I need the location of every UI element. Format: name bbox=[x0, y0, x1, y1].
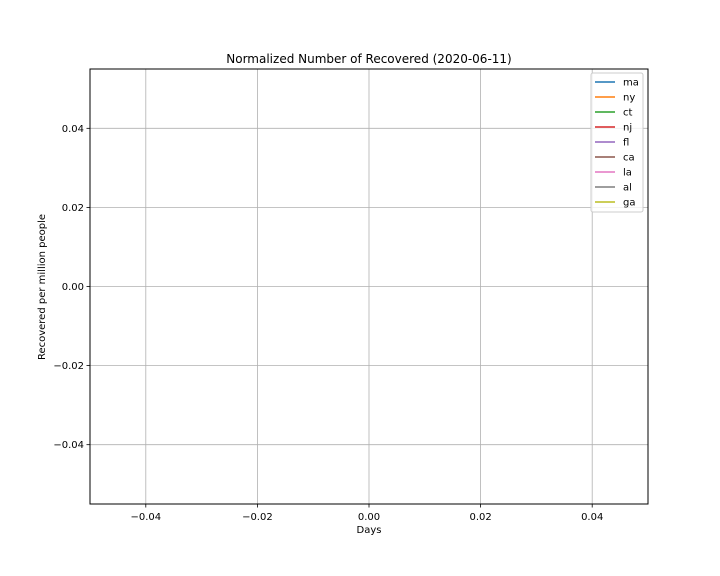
legend-label-ny: ny bbox=[623, 93, 635, 104]
y-tick-label: 0.04 bbox=[62, 124, 84, 135]
y-axis: −0.04 −0.02 0.00 0.02 0.04 bbox=[53, 124, 90, 451]
legend-box bbox=[590, 72, 644, 213]
x-tick-label: −0.02 bbox=[242, 512, 273, 523]
legend-label-ma: ma bbox=[623, 78, 639, 89]
x-tick-label: 0.02 bbox=[469, 512, 491, 523]
legend-label-la: la bbox=[623, 168, 632, 179]
legend-label-al: al bbox=[623, 183, 632, 194]
x-axis-label: Days bbox=[357, 525, 382, 536]
x-axis: −0.04 −0.02 0.00 0.02 0.04 bbox=[130, 504, 603, 523]
y-tick-label: −0.02 bbox=[53, 361, 84, 372]
legend-label-ga: ga bbox=[623, 198, 635, 209]
legend: ma ny ct nj fl ca la al ga bbox=[590, 72, 644, 213]
grid-lines bbox=[90, 69, 648, 504]
x-tick-label: 0.00 bbox=[358, 512, 380, 523]
y-axis-label: Recovered per million people bbox=[37, 214, 48, 360]
legend-label-fl: fl bbox=[623, 138, 629, 149]
legend-label-ca: ca bbox=[623, 153, 635, 164]
y-tick-label: 0.02 bbox=[62, 203, 84, 214]
y-tick-label: 0.00 bbox=[62, 282, 84, 293]
legend-label-nj: nj bbox=[623, 123, 632, 134]
x-tick-label: 0.04 bbox=[581, 512, 603, 523]
legend-label-ct: ct bbox=[623, 108, 632, 119]
chart-title: Normalized Number of Recovered (2020-06-… bbox=[226, 52, 511, 66]
y-tick-label: −0.04 bbox=[53, 440, 84, 451]
x-tick-label: −0.04 bbox=[130, 512, 161, 523]
